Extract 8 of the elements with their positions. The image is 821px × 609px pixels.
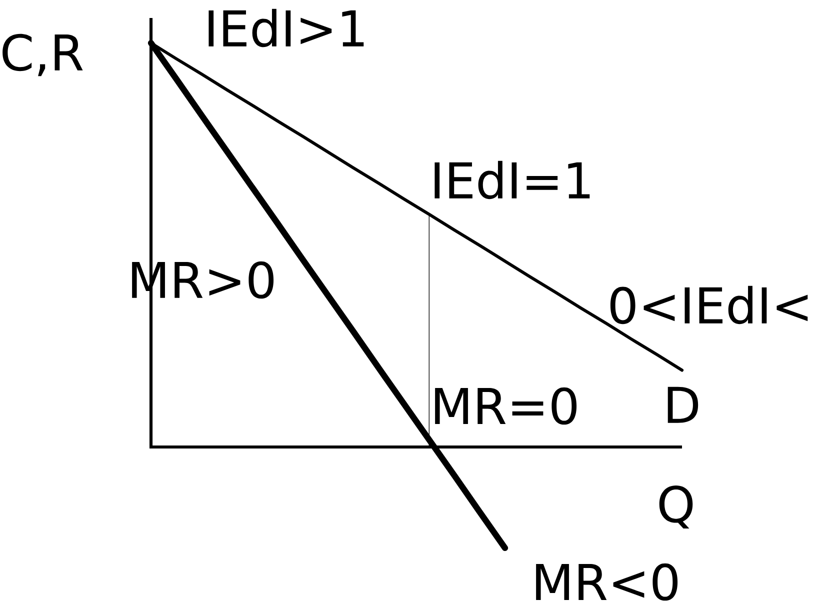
annotation: IEdI>1 bbox=[208, 8, 364, 48]
annotation: 0<IEdI< bbox=[610, 286, 808, 324]
x-axis-title: Q bbox=[659, 485, 693, 528]
text: MR<0 bbox=[536, 563, 678, 601]
annotation: MR=0 bbox=[435, 387, 577, 425]
annotation: IEdI=1 bbox=[434, 160, 590, 200]
series-label: D bbox=[668, 386, 698, 423]
y-axis-title: C,R bbox=[2, 34, 83, 76]
